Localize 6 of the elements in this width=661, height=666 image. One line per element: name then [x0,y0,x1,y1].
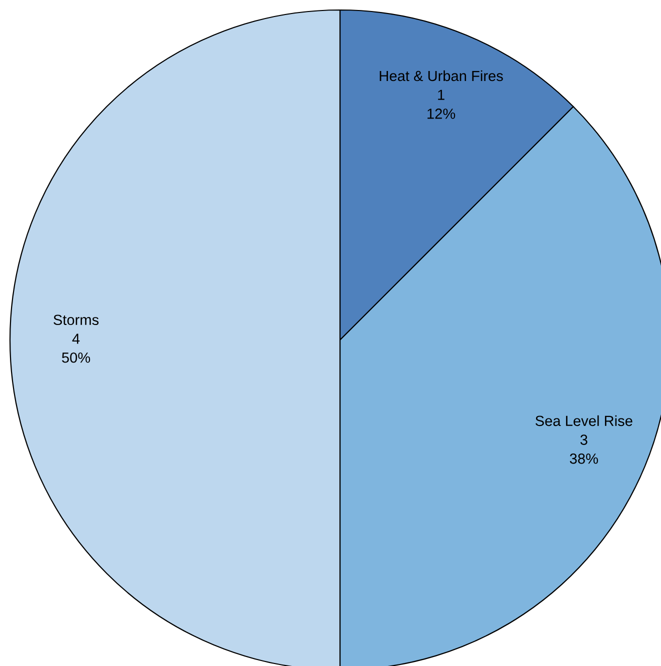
slice-label: Sea Level Rise [536,415,632,426]
data-label: 3 38% [570,434,598,464]
slice-label: Storms [54,314,99,326]
slice-label: Heat & Urban Fires [380,70,503,82]
data-label: 1 12% [428,90,456,119]
data-label: 4 50% [62,334,90,363]
